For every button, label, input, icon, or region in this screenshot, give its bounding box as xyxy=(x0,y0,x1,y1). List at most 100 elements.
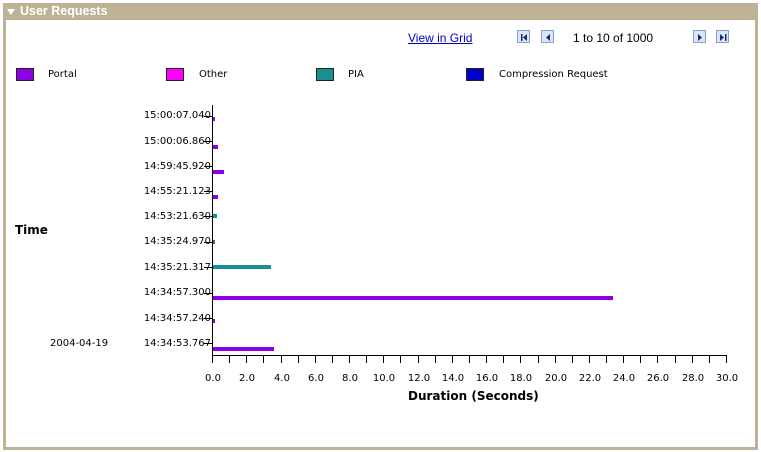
x-tick xyxy=(657,355,658,363)
y-tick-label: 14:34:53.767 xyxy=(143,338,211,349)
x-tick xyxy=(486,355,487,363)
previous-page-icon xyxy=(546,34,550,41)
y-tick xyxy=(204,141,212,142)
x-tick xyxy=(418,355,419,363)
x-tick-label: 28.0 xyxy=(681,373,705,384)
y-axis-title: Time xyxy=(15,223,48,237)
x-tick xyxy=(332,355,333,363)
y-tick xyxy=(204,343,212,344)
bar-portal xyxy=(213,145,218,149)
next-page-icon xyxy=(698,34,702,41)
y-tick-label: 14:35:24.970 xyxy=(143,236,211,247)
x-tick xyxy=(366,355,367,363)
previous-page-button[interactable] xyxy=(541,30,554,43)
legend-other xyxy=(166,67,184,81)
y-tick-label: 14:34:57.300 xyxy=(143,287,211,298)
pager-text: 1 to 10 of 1000 xyxy=(573,31,654,45)
x-tick xyxy=(555,355,556,363)
x-tick xyxy=(589,355,590,363)
x-tick xyxy=(349,355,350,363)
x-tick xyxy=(675,355,676,363)
x-tick-label: 20.0 xyxy=(544,373,568,384)
x-tick-label: 18.0 xyxy=(509,373,533,384)
user-requests-panel xyxy=(3,3,758,450)
x-tick xyxy=(572,355,573,363)
x-tick xyxy=(298,355,299,363)
x-tick xyxy=(229,355,230,363)
x-tick-label: 2.0 xyxy=(239,373,255,384)
legend-swatch-other xyxy=(166,67,184,81)
x-tick xyxy=(726,355,727,363)
next-page-button[interactable] xyxy=(693,30,706,43)
triangle-down-icon[interactable] xyxy=(7,9,15,15)
last-page-button[interactable] xyxy=(716,30,729,43)
legend-portal xyxy=(16,67,34,81)
x-tick xyxy=(435,355,436,363)
bar-portal xyxy=(213,347,274,351)
y-tick xyxy=(204,166,212,167)
bar-portal xyxy=(213,170,224,174)
x-tick-label: 6.0 xyxy=(308,373,324,384)
x-tick-label: 16.0 xyxy=(475,373,499,384)
bar-pia xyxy=(213,265,271,269)
legend-label-other: Other xyxy=(199,69,228,80)
x-tick-label: 26.0 xyxy=(646,373,670,384)
legend-compression-request xyxy=(466,67,484,81)
x-tick xyxy=(383,355,384,363)
first-page-button[interactable] xyxy=(517,30,530,43)
x-tick xyxy=(520,355,521,363)
x-tick-label: 12.0 xyxy=(407,373,431,384)
x-tick xyxy=(246,355,247,363)
x-tick xyxy=(281,355,282,363)
x-tick xyxy=(538,355,539,363)
y-tick-label: 14:55:21.123 xyxy=(143,186,211,197)
x-tick xyxy=(640,355,641,363)
bar-pia xyxy=(213,240,215,244)
legend-swatch-compression xyxy=(466,67,484,81)
y-tick xyxy=(204,293,212,294)
x-tick xyxy=(503,355,504,363)
view-in-grid-link[interactable]: View in Grid xyxy=(408,31,473,45)
x-tick xyxy=(400,355,401,363)
x-tick xyxy=(709,355,710,363)
legend-label-compression: Compression Request xyxy=(499,69,608,80)
x-tick xyxy=(692,355,693,363)
y-tick-label: 14:59:45.920 xyxy=(143,161,211,172)
y-tick-label: 14:53:21.630 xyxy=(143,211,211,222)
x-tick-label: 30.0 xyxy=(715,373,739,384)
y-tick-label: 15:00:07.040 xyxy=(143,110,211,121)
x-tick xyxy=(469,355,470,363)
x-tick-label: 8.0 xyxy=(342,373,358,384)
y-tick xyxy=(204,216,212,217)
x-tick-label: 22.0 xyxy=(578,373,602,384)
panel-title: User Requests xyxy=(20,4,108,18)
x-tick xyxy=(452,355,453,363)
bar-portal xyxy=(213,296,613,300)
x-tick-label: 0.0 xyxy=(205,373,221,384)
y-tick-label: 14:34:57.240 xyxy=(143,313,211,324)
bar-pia xyxy=(213,214,217,218)
last-page-icon xyxy=(720,34,727,41)
y-axis xyxy=(212,105,213,355)
y-tick xyxy=(204,191,212,192)
y-tick xyxy=(204,267,212,268)
legend-swatch-portal xyxy=(16,67,34,81)
y-tick-label: 14:35:21.317 xyxy=(143,262,211,273)
legend-pia xyxy=(316,67,334,81)
x-tick xyxy=(212,355,213,363)
x-tick xyxy=(623,355,624,363)
x-tick-label: 14.0 xyxy=(441,373,465,384)
y-tick xyxy=(204,242,212,243)
x-axis-title: Duration (Seconds) xyxy=(408,389,539,403)
x-tick xyxy=(263,355,264,363)
bar-portal xyxy=(213,195,218,199)
first-page-icon xyxy=(521,34,527,41)
date-label: 2004-04-19 xyxy=(50,338,109,349)
legend-label-pia: PIA xyxy=(348,69,364,80)
legend-swatch-pia xyxy=(316,67,334,81)
x-tick-label: 4.0 xyxy=(274,373,290,384)
x-tick-label: 10.0 xyxy=(372,373,396,384)
x-tick xyxy=(315,355,316,363)
legend-label-portal: Portal xyxy=(48,69,77,80)
y-tick-label: 15:00:06.860 xyxy=(143,136,211,147)
